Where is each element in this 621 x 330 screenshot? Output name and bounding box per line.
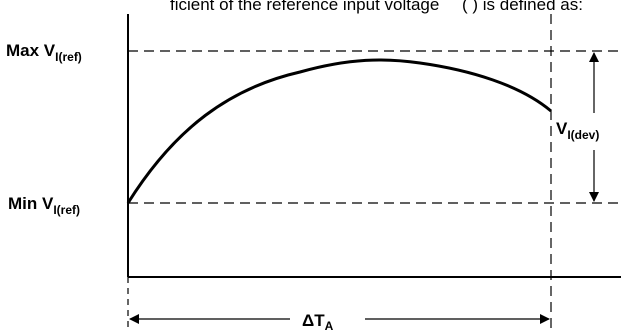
delta-temperature-main: ΔT xyxy=(302,311,325,330)
min-voltage-label: Min VI(ref) xyxy=(8,194,80,217)
deviation-sub: I(dev) xyxy=(567,128,599,142)
min-voltage-sub: I(ref) xyxy=(53,203,80,217)
deviation-label: VI(dev) xyxy=(556,119,599,142)
voltage-curve xyxy=(126,58,552,204)
max-voltage-sub: I(ref) xyxy=(55,50,82,64)
min-voltage-main: Min V xyxy=(8,194,54,213)
caption-text: ficient of the reference input voltage xyxy=(170,0,439,14)
deviation-main: V xyxy=(556,119,568,138)
caption-symbol-text: ( ) is defined as: xyxy=(462,0,583,14)
max-voltage-main: Max V xyxy=(6,41,56,60)
max-voltage-label: Max VI(ref) xyxy=(6,41,82,64)
delta-temperature-label: ΔTA xyxy=(302,311,334,330)
delta-temperature-sub: A xyxy=(325,319,334,330)
